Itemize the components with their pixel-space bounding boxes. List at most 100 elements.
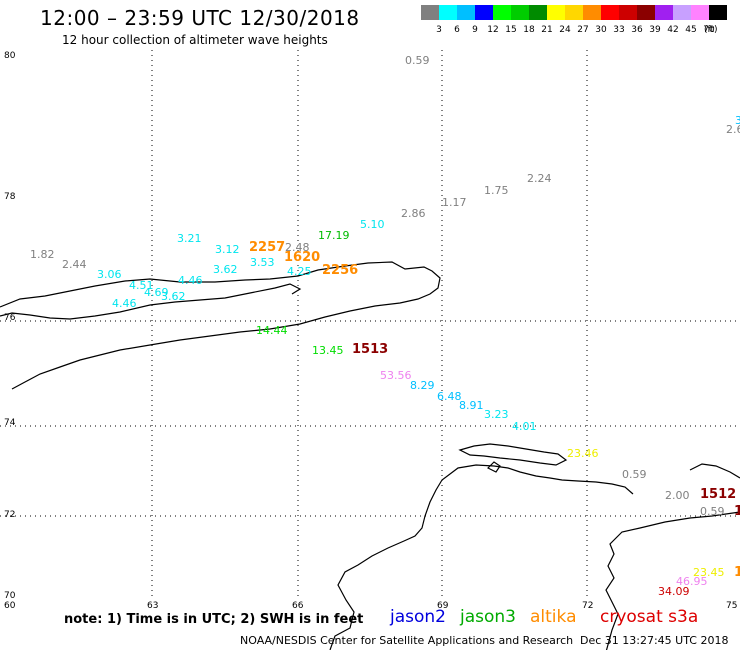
coastline-island-a bbox=[458, 443, 568, 466]
coastline-novaya-zemlya-west bbox=[0, 283, 302, 320]
wave-height-label: 23.45 bbox=[693, 566, 725, 579]
lat-label-72: 72 bbox=[4, 510, 16, 520]
pass-time-label: 1620 bbox=[284, 250, 321, 265]
legend-label: 45 bbox=[685, 25, 697, 35]
satellite-altika: altika bbox=[530, 607, 577, 627]
pass-time-label: 1512 bbox=[700, 487, 737, 502]
lat-label-78: 78 bbox=[4, 192, 16, 202]
wave-height-label: 8.91 bbox=[459, 399, 484, 412]
wave-height-label: 1.75 bbox=[484, 184, 509, 197]
wave-height-label: 3.21 bbox=[177, 232, 202, 245]
wave-height-label: 4.01 bbox=[512, 420, 537, 433]
lon-label-72: 72 bbox=[582, 601, 594, 611]
satellite-jason3: jason3 bbox=[460, 607, 516, 627]
legend-swatch bbox=[655, 5, 673, 20]
legend-label: 9 bbox=[472, 25, 478, 35]
generated-timestamp: Dec 31 13:27:45 UTC 2018 bbox=[580, 634, 729, 647]
legend-swatch bbox=[547, 5, 565, 20]
wave-height-label: 2.86 bbox=[401, 207, 426, 220]
pass-time-label: 1 bbox=[734, 565, 740, 580]
legend-label: 42 bbox=[667, 25, 679, 35]
wave-height-label: 4.46 bbox=[112, 297, 137, 310]
satellite-cryosat-s3a: cryosat s3a bbox=[600, 607, 699, 627]
wave-height-label: 0.59 bbox=[622, 468, 647, 481]
lat-label-70: 70 bbox=[4, 591, 16, 601]
legend-swatch bbox=[475, 5, 493, 20]
lon-label-60: 60 bbox=[4, 601, 16, 611]
wave-height-label: 1.82 bbox=[30, 248, 55, 261]
legend-swatch bbox=[565, 5, 583, 20]
legend-label: 70 bbox=[703, 25, 715, 35]
legend-swatch bbox=[709, 5, 727, 20]
wave-height-label: 53.56 bbox=[380, 369, 412, 382]
legend-label: 36 bbox=[631, 25, 643, 35]
legend-swatch bbox=[511, 5, 529, 20]
legend-swatch bbox=[619, 5, 637, 20]
legend-swatch bbox=[637, 5, 655, 20]
pass-time-label: 2257 bbox=[249, 240, 286, 255]
wave-height-label: 3.62 bbox=[161, 290, 186, 303]
wave-height-label: 4.51 bbox=[129, 279, 154, 292]
wave-height-label: 34.09 bbox=[658, 585, 690, 598]
legend-label: 6 bbox=[454, 25, 460, 35]
wave-height-label: 13.45 bbox=[312, 344, 344, 357]
footer-note: note: 1) Time is in UTC; 2) SWH is in fe… bbox=[64, 612, 364, 627]
lat-label-80: 80 bbox=[4, 51, 16, 61]
coastline-yamal bbox=[605, 511, 740, 650]
legend-swatch bbox=[673, 5, 691, 20]
wave-height-label: 17.19 bbox=[318, 229, 350, 242]
pass-time-label: 1513 bbox=[352, 342, 389, 357]
legend-swatch bbox=[439, 5, 457, 20]
wave-height-label: 2.6 bbox=[726, 123, 740, 136]
legend-label: 39 bbox=[649, 25, 661, 35]
wave-height-label: 0.59 bbox=[405, 54, 430, 67]
wave-height-label: 3.23 bbox=[484, 408, 509, 421]
lat-lon-grid bbox=[0, 50, 740, 600]
legend-label: 12 bbox=[487, 25, 499, 35]
wave-height-label: 3.62 bbox=[213, 263, 238, 276]
satellite-jason2: jason2 bbox=[390, 607, 446, 627]
credit-line: NOAA/NESDIS Center for Satellite Applica… bbox=[240, 634, 574, 647]
wave-height-label: 2.48 bbox=[285, 241, 310, 254]
wave-height-label: 4.46 bbox=[178, 274, 203, 287]
legend-swatch bbox=[421, 5, 439, 20]
pass-time-label: 2256 bbox=[322, 263, 359, 278]
legend-label: 24 bbox=[559, 25, 571, 35]
wave-height-label: 3.06 bbox=[97, 268, 122, 281]
wave-height-label: 3.12 bbox=[215, 243, 240, 256]
wave-height-label: 2.00 bbox=[665, 489, 690, 502]
lat-label-76: 76 bbox=[4, 313, 16, 323]
wave-height-label: 8.29 bbox=[410, 379, 435, 392]
wave-height-label: 0.59 bbox=[700, 505, 725, 518]
legend-swatch bbox=[691, 5, 709, 20]
coastline-island-b bbox=[486, 461, 501, 473]
legend-label: 33 bbox=[613, 25, 625, 35]
wave-height-label: 5.10 bbox=[360, 218, 385, 231]
lon-label-66: 66 bbox=[292, 601, 304, 611]
lon-label-75: 75 bbox=[726, 601, 738, 611]
legend-swatch bbox=[583, 5, 601, 20]
legend-label: 30 bbox=[595, 25, 607, 35]
wave-height-label: 4.25 bbox=[287, 265, 312, 278]
wave-height-label: 14.44 bbox=[256, 324, 288, 337]
lat-label-74: 74 bbox=[4, 418, 16, 428]
pass-time-label: 1 bbox=[734, 504, 740, 519]
legend-unit: (ft) bbox=[704, 25, 718, 35]
coastlines bbox=[0, 261, 740, 650]
coastline-north-island bbox=[0, 261, 441, 390]
wave-height-label: 2.44 bbox=[62, 258, 87, 271]
coastline-east-inlet bbox=[689, 463, 740, 479]
legend-label: 27 bbox=[577, 25, 589, 35]
legend-swatch bbox=[493, 5, 511, 20]
wave-height-label: 23.46 bbox=[567, 447, 599, 460]
wave-height-label: 4.69 bbox=[144, 286, 169, 299]
legend-swatch bbox=[601, 5, 619, 20]
lon-label-63: 63 bbox=[147, 601, 159, 611]
legend-label: 21 bbox=[541, 25, 553, 35]
wave-height-label: 3.53 bbox=[250, 256, 275, 269]
legend-swatch bbox=[529, 5, 547, 20]
lon-label-69: 69 bbox=[437, 601, 449, 611]
wave-height-label: 1.17 bbox=[442, 196, 467, 209]
map-title: 12:00 – 23:59 UTC 12/30/2018 bbox=[40, 6, 360, 30]
